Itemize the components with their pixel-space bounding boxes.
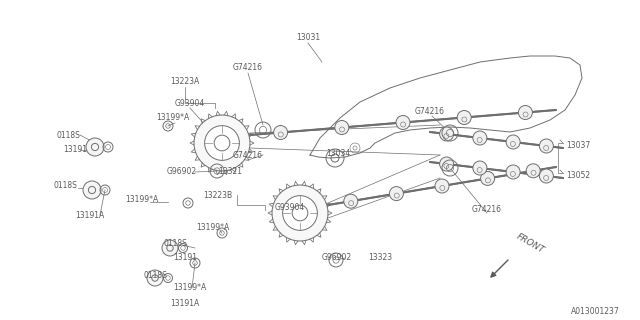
Circle shape: [518, 106, 532, 119]
Text: 13191: 13191: [173, 253, 197, 262]
Text: 13034: 13034: [326, 148, 350, 157]
Text: G93904: G93904: [275, 203, 305, 212]
Text: G96902: G96902: [167, 167, 197, 177]
Circle shape: [274, 125, 287, 140]
Circle shape: [526, 164, 540, 178]
Text: 13037: 13037: [566, 140, 590, 149]
Circle shape: [396, 116, 410, 130]
Circle shape: [473, 161, 487, 175]
Text: 13199*A: 13199*A: [173, 284, 207, 292]
Circle shape: [457, 110, 471, 124]
Text: 13323: 13323: [368, 253, 392, 262]
Circle shape: [481, 172, 495, 185]
Text: 0118S: 0118S: [143, 270, 167, 279]
Text: 13191: 13191: [63, 146, 87, 155]
Text: 13191A: 13191A: [76, 211, 104, 220]
Text: 13191A: 13191A: [170, 299, 200, 308]
Circle shape: [540, 169, 554, 183]
Circle shape: [435, 179, 449, 193]
Circle shape: [335, 121, 349, 134]
Text: 13199*A: 13199*A: [196, 223, 230, 233]
Circle shape: [440, 157, 454, 171]
Text: A013001237: A013001237: [572, 308, 620, 316]
Text: G74216: G74216: [415, 108, 445, 116]
Circle shape: [389, 187, 403, 201]
Circle shape: [540, 139, 554, 153]
Circle shape: [194, 115, 250, 171]
Text: 13223A: 13223A: [170, 77, 200, 86]
Circle shape: [147, 270, 163, 286]
Text: FRONT: FRONT: [515, 232, 546, 255]
Circle shape: [162, 240, 178, 256]
Text: G74216: G74216: [233, 150, 263, 159]
Circle shape: [83, 181, 101, 199]
Text: 13199*A: 13199*A: [125, 196, 159, 204]
Text: G96902: G96902: [322, 253, 352, 262]
Circle shape: [506, 165, 520, 179]
Circle shape: [473, 131, 487, 145]
Text: G74216: G74216: [233, 63, 263, 73]
Circle shape: [283, 196, 317, 230]
Circle shape: [506, 135, 520, 149]
Circle shape: [272, 185, 328, 241]
Text: G93904: G93904: [175, 99, 205, 108]
Text: 13052: 13052: [566, 171, 590, 180]
Text: G74216: G74216: [472, 205, 502, 214]
Circle shape: [344, 194, 358, 208]
Text: 0118S: 0118S: [163, 238, 187, 247]
Text: 13031: 13031: [296, 34, 320, 43]
Text: 13199*A: 13199*A: [156, 114, 189, 123]
Circle shape: [205, 126, 239, 160]
Circle shape: [86, 138, 104, 156]
Text: 0118S: 0118S: [56, 131, 80, 140]
Text: 13321: 13321: [218, 167, 242, 177]
Text: 0118S: 0118S: [53, 180, 77, 189]
Circle shape: [440, 127, 454, 141]
Text: 13223B: 13223B: [204, 190, 232, 199]
